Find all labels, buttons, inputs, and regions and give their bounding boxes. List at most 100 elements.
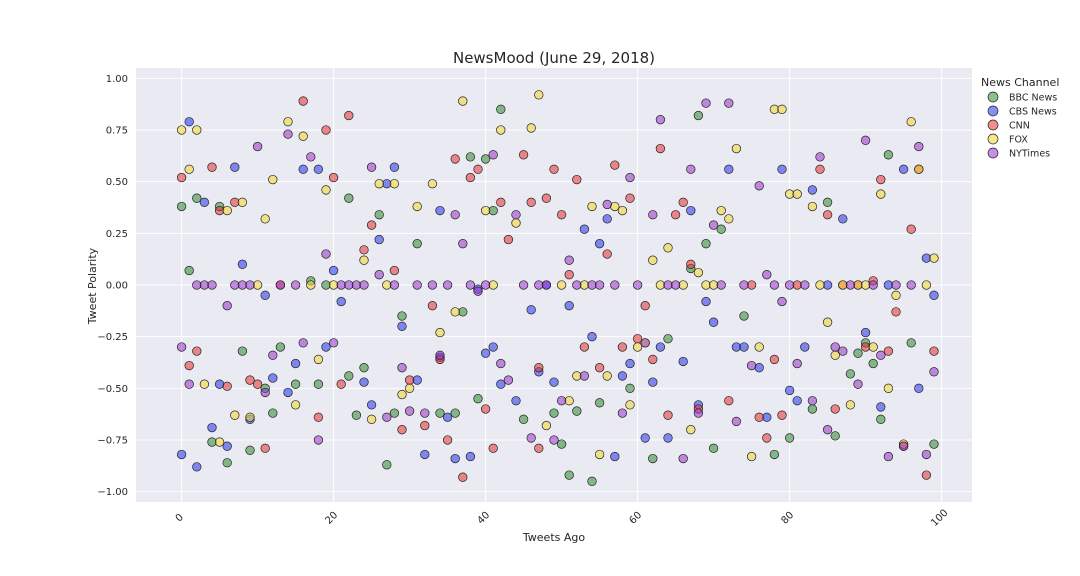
data-point	[906, 338, 916, 348]
data-point	[830, 350, 840, 360]
data-point	[176, 125, 187, 135]
data-point	[526, 305, 536, 315]
data-point	[815, 152, 825, 162]
data-point	[435, 205, 445, 216]
data-point	[283, 387, 293, 398]
data-point	[572, 280, 582, 290]
data-point	[678, 356, 688, 367]
data-point	[708, 317, 719, 327]
data-point	[511, 218, 521, 228]
legend-label: NYTimes	[1009, 149, 1050, 160]
data-point	[450, 408, 460, 418]
data-point	[496, 197, 506, 207]
data-point	[883, 150, 894, 160]
data-point	[632, 342, 643, 352]
data-point	[260, 443, 270, 453]
data-point	[518, 280, 529, 290]
data-point	[876, 350, 886, 360]
data-point	[739, 280, 749, 290]
data-point	[260, 387, 270, 398]
data-point	[382, 412, 392, 422]
data-point	[252, 379, 263, 389]
legend-label: FOX	[1009, 135, 1028, 146]
data-point	[275, 280, 286, 290]
data-point	[876, 174, 886, 185]
data-point	[822, 210, 833, 220]
y-tick-label: −1.00	[97, 487, 128, 498]
data-point	[929, 346, 939, 356]
data-point	[693, 408, 704, 418]
data-point	[366, 400, 377, 410]
data-point	[731, 416, 742, 427]
data-point	[389, 162, 400, 172]
data-point	[344, 110, 354, 121]
data-point	[359, 280, 369, 290]
data-point	[815, 164, 825, 174]
data-point	[268, 174, 278, 185]
legend-marker	[987, 119, 999, 131]
data-point	[245, 375, 255, 385]
data-point	[192, 462, 202, 472]
x-tick-label: 80	[779, 510, 796, 527]
data-point	[427, 301, 438, 311]
data-point	[648, 210, 658, 220]
data-point	[549, 408, 559, 418]
data-point	[480, 205, 491, 216]
data-point	[321, 249, 331, 259]
data-point	[929, 253, 939, 263]
data-point	[572, 406, 582, 416]
data-point	[541, 193, 552, 203]
data-point	[602, 371, 612, 381]
y-tick-label: 0.75	[106, 126, 128, 137]
data-point	[458, 239, 468, 249]
data-point	[374, 270, 384, 280]
data-point	[549, 164, 559, 174]
data-point	[450, 210, 460, 220]
data-point	[838, 346, 848, 356]
data-point	[655, 342, 666, 352]
data-point	[260, 290, 270, 300]
data-point	[564, 255, 574, 265]
data-point	[670, 280, 681, 290]
data-point	[480, 404, 491, 414]
y-tick-label: 0.25	[106, 229, 128, 240]
data-point	[632, 280, 643, 290]
data-point	[306, 280, 316, 290]
data-point	[488, 443, 498, 453]
data-point	[655, 115, 666, 125]
data-point	[556, 396, 567, 406]
data-point	[845, 369, 856, 379]
data-point	[336, 296, 346, 307]
data-point	[397, 311, 407, 321]
data-point	[184, 379, 194, 389]
data-point	[739, 342, 749, 352]
data-point	[534, 90, 544, 100]
data-point	[594, 239, 605, 249]
data-point	[579, 342, 590, 352]
data-point	[480, 348, 491, 358]
data-point	[275, 342, 286, 352]
data-point	[549, 377, 559, 387]
data-point	[564, 301, 574, 311]
data-point	[382, 460, 392, 470]
data-point	[268, 373, 278, 383]
data-point	[526, 197, 536, 207]
legend-marker	[987, 105, 999, 117]
data-point	[397, 363, 407, 373]
data-point	[260, 214, 270, 224]
data-point	[290, 400, 301, 410]
data-point	[640, 433, 650, 443]
data-point	[670, 210, 681, 220]
data-point	[807, 201, 818, 212]
data-point	[192, 193, 202, 203]
data-point	[891, 290, 901, 300]
data-point	[366, 414, 377, 424]
x-axis-label: Tweets Ago	[522, 531, 585, 544]
data-point	[792, 396, 802, 406]
data-point	[427, 179, 438, 189]
data-point	[800, 342, 810, 352]
data-point	[853, 348, 863, 358]
series-cnn	[176, 96, 939, 482]
data-point	[328, 265, 339, 276]
